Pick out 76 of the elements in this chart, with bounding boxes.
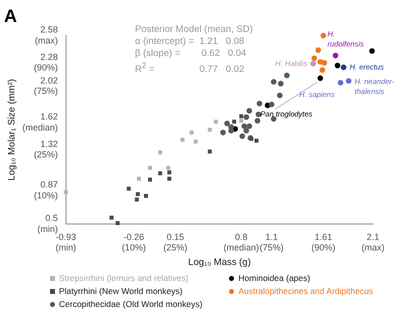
- point: [254, 138, 258, 143]
- point: [208, 150, 212, 154]
- y-axis-title: Log₁₀ Molar₁ Size (mm²): [6, 78, 18, 181]
- point: [256, 100, 262, 106]
- point: [148, 166, 152, 170]
- point: [158, 171, 162, 176]
- point: [190, 130, 194, 134]
- point: [244, 128, 250, 134]
- point: [246, 108, 252, 114]
- point: [134, 198, 139, 202]
- point: [220, 130, 226, 136]
- point: [110, 216, 114, 220]
- annotation: α (intercept) = 1.21 0.08: [135, 36, 244, 47]
- point: [144, 194, 148, 198]
- chart-title: A: [4, 6, 17, 26]
- x-tick-label: -0.93 (min): [56, 232, 76, 253]
- point: [232, 120, 236, 124]
- point: [214, 120, 218, 124]
- point: [369, 48, 375, 54]
- point: [254, 118, 260, 124]
- point: [346, 78, 352, 84]
- point: [64, 190, 68, 194]
- point: [208, 128, 212, 132]
- y-tick-label: 0.87 (10%): [34, 180, 58, 200]
- point: [270, 116, 276, 122]
- y-tick-label: 1.32 (25%): [34, 138, 58, 160]
- point: [224, 120, 230, 126]
- annotation: β (slope) = 0.62 0.04: [135, 48, 246, 59]
- legend-label: Hominoidea (apes): [237, 272, 312, 285]
- x-axis-title: Log₁₀ Mass (g): [188, 256, 251, 268]
- point: [284, 72, 290, 78]
- point: [278, 80, 284, 86]
- legend-label: Australopithecines and Ardipithecus: [237, 285, 374, 298]
- point: [270, 78, 276, 85]
- point: [166, 166, 170, 170]
- point: [320, 67, 326, 73]
- point: [241, 123, 248, 129]
- y-tick-label: 2.58 (max): [34, 24, 58, 46]
- point: [136, 192, 140, 196]
- point: [320, 32, 326, 38]
- annotation: R$^{2}$ = 0.77 0.02: [135, 61, 244, 76]
- point: [246, 123, 252, 129]
- point: [148, 178, 152, 182]
- point: [136, 176, 141, 181]
- legend-label: Platyrrhini (New World monkeys): [58, 285, 184, 298]
- point: [311, 55, 318, 62]
- point: [194, 140, 198, 144]
- x-tick-label: 1.61 (90%): [311, 232, 336, 253]
- point: [334, 62, 340, 68]
- point: [167, 170, 172, 174]
- legend-label: Strepsirrhini (lemurs and relatives): [58, 272, 190, 285]
- x-tick-label: 2.1 (max): [362, 232, 384, 253]
- x-tick-label: 1.1 (75%): [260, 232, 284, 253]
- point: [244, 114, 250, 120]
- point: [318, 75, 324, 81]
- y-tick-label: 2.28 (90%): [34, 52, 58, 73]
- point: [338, 80, 344, 86]
- x-tick-label: 0.8 (median): [223, 232, 260, 253]
- point: [167, 176, 172, 181]
- point: [268, 102, 274, 108]
- point: [332, 52, 338, 58]
- y-tick-label: 2.02 (75%): [34, 75, 58, 96]
- point: [276, 92, 283, 98]
- y-tick-label: 0.5 (min): [37, 213, 58, 234]
- y-tick-label: 1.62 (median): [22, 112, 58, 132]
- point: [340, 64, 346, 70]
- x-tick-label: 0.15 (25%): [163, 232, 188, 253]
- point: [158, 150, 162, 154]
- point: [322, 60, 328, 66]
- text: Posterior Model (mean, SD): [135, 24, 253, 35]
- point: [239, 133, 246, 139]
- x-tick-label: -0.26 (10%): [122, 232, 146, 253]
- point: [116, 221, 120, 226]
- point: [310, 60, 316, 66]
- point: [315, 47, 322, 53]
- legend-label: Cercopithecidae (Old World monkeys): [58, 298, 204, 311]
